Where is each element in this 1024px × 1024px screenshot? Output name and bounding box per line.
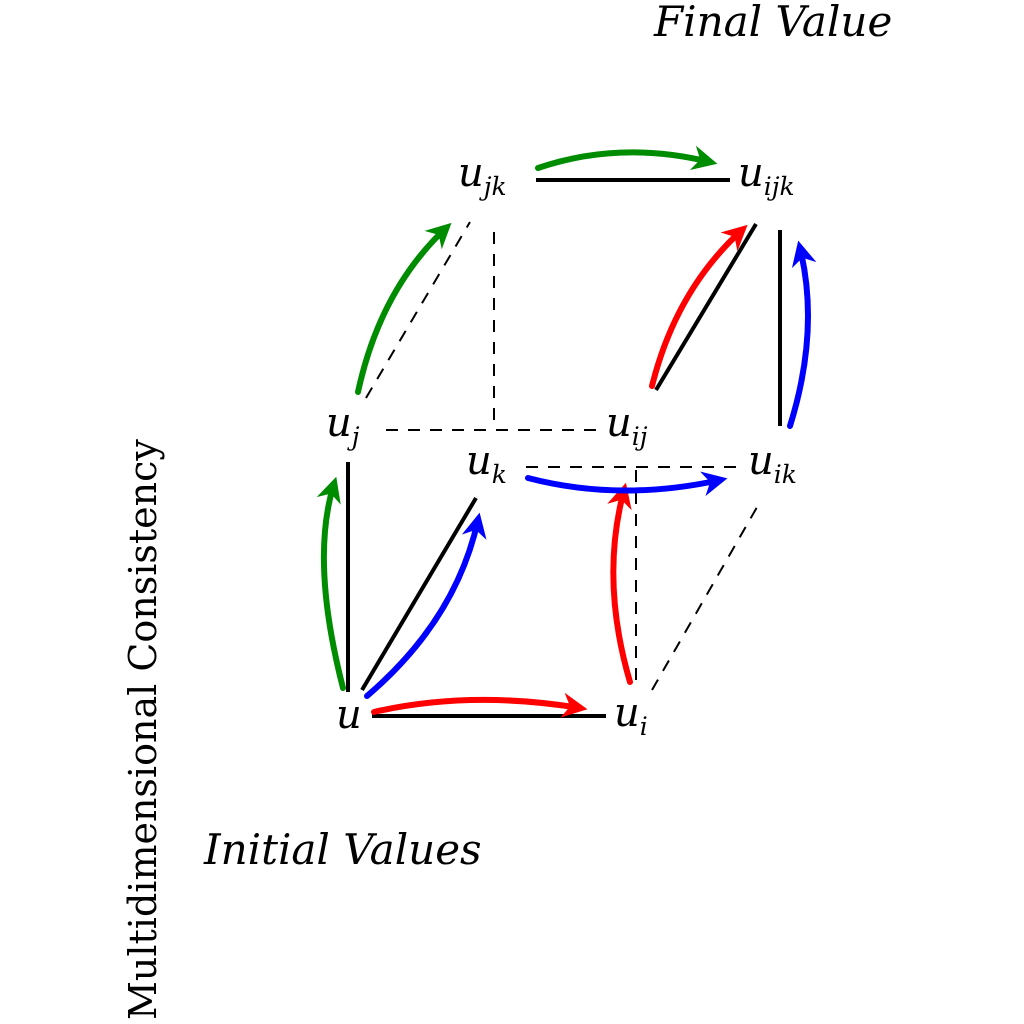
edge-ui-uik-diagonal xyxy=(651,501,761,691)
edge-u-uk xyxy=(360,496,478,692)
final-value-caption: Final Value xyxy=(653,0,892,46)
blue-arrow-u-to-uk xyxy=(364,512,487,699)
red-arrow-uij-to-uijk xyxy=(649,224,748,389)
green-arrow-ujk-to-uijk xyxy=(535,145,718,171)
green-arrow-uj-to-ujk xyxy=(355,222,452,395)
node-labels: u ui uj uk uij uik ujk uijk xyxy=(326,150,797,741)
node-uij: uij xyxy=(606,400,648,451)
node-uk: uk xyxy=(466,438,507,489)
node-ui: ui xyxy=(614,690,648,741)
green-arrow-u-to-uj xyxy=(316,476,346,691)
red-arrow-ui-to-uij xyxy=(607,482,633,685)
edge-uj-ujk xyxy=(365,221,471,399)
edge-uij-uijk xyxy=(654,222,758,392)
node-uj: uj xyxy=(326,400,360,451)
initial-values-caption: Initial Values xyxy=(203,825,482,874)
node-uik: uik xyxy=(748,438,797,489)
blue-arrow-uik-to-uijk xyxy=(787,240,817,429)
red-arrow-u-to-ui xyxy=(371,692,588,718)
blue-arrow-uk-to-uik xyxy=(525,471,728,497)
node-uijk: uijk xyxy=(738,150,795,201)
node-u: u xyxy=(336,692,362,738)
arrows xyxy=(316,145,817,718)
dashed-edges xyxy=(365,221,761,691)
node-ujk: ujk xyxy=(458,150,507,201)
side-title: Multidimensional Consistency xyxy=(121,439,165,1020)
